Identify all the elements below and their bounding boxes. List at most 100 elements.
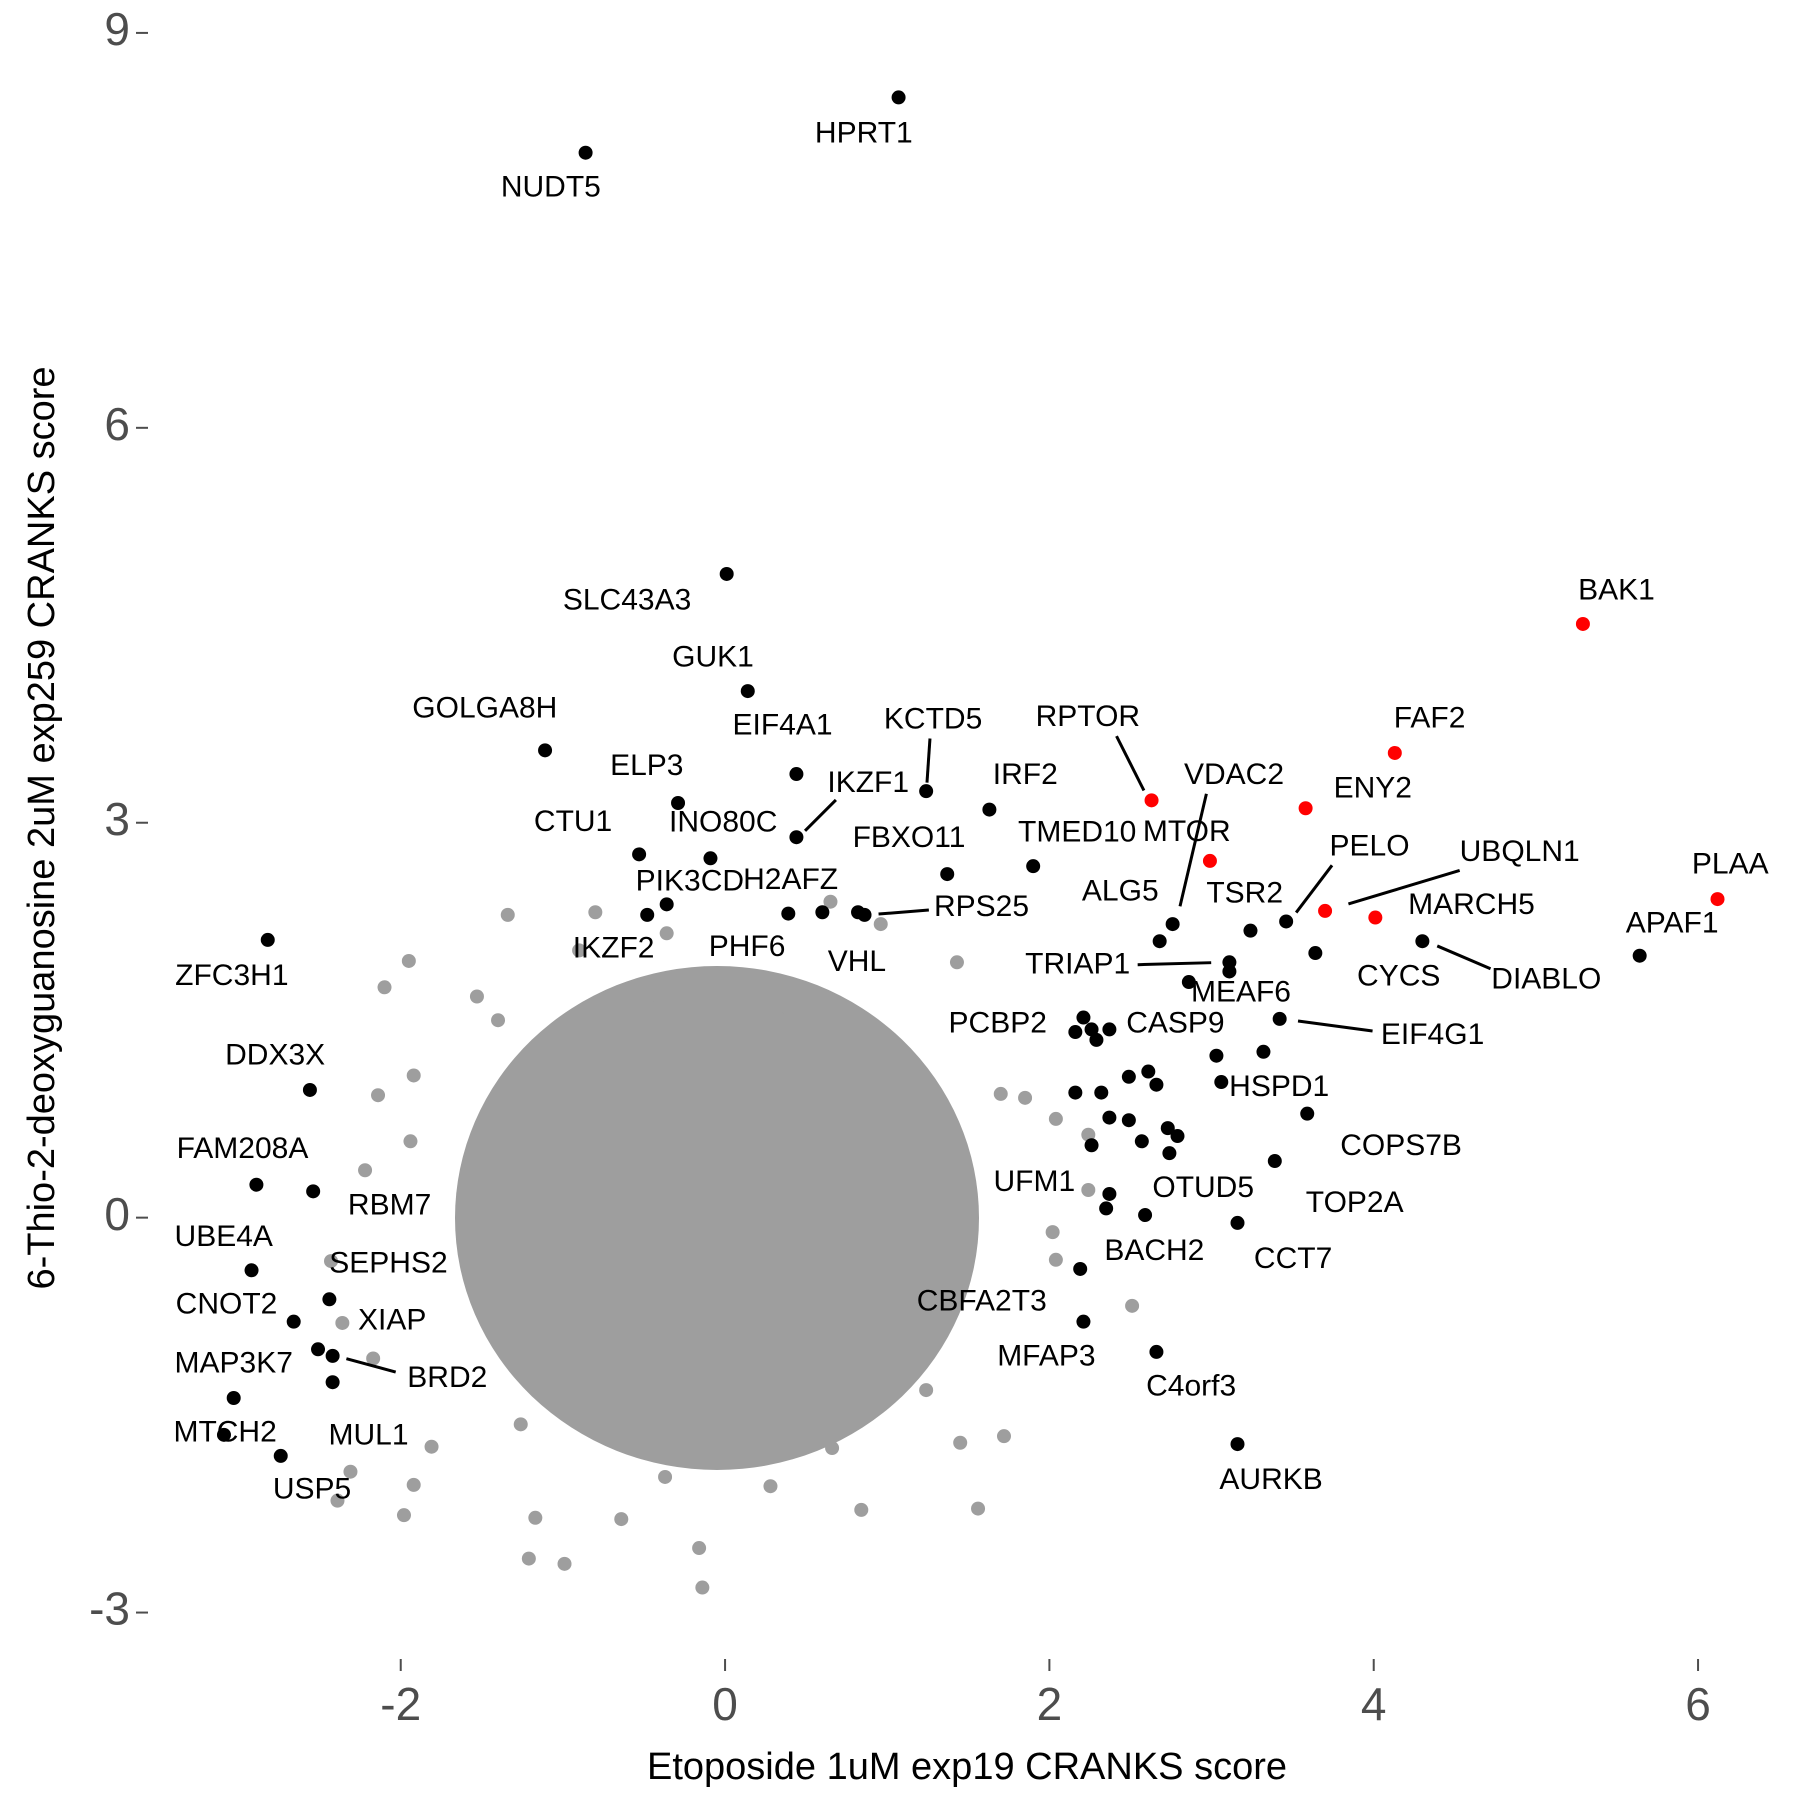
point-label: DDX3X bbox=[225, 1038, 325, 1071]
point bbox=[658, 1469, 673, 1484]
point-label: GOLGA8H bbox=[412, 692, 557, 725]
point-label: MTOR bbox=[1143, 815, 1231, 848]
point bbox=[953, 1435, 968, 1450]
point-label: MEAF6 bbox=[1191, 976, 1291, 1009]
point-label: IRF2 bbox=[993, 758, 1058, 791]
y-tick-label: 6 bbox=[104, 398, 130, 450]
point bbox=[1121, 1113, 1136, 1128]
point-label: C4orf3 bbox=[1146, 1370, 1236, 1403]
point-label: ZFC3H1 bbox=[175, 959, 288, 992]
point bbox=[528, 1510, 543, 1525]
point-label: UBE4A bbox=[175, 1220, 273, 1253]
point-label: FBXO11 bbox=[853, 821, 966, 854]
point-label: RPS25 bbox=[934, 890, 1029, 923]
point bbox=[424, 1439, 439, 1454]
point-label: UFM1 bbox=[994, 1165, 1076, 1198]
leader-line bbox=[1436, 944, 1492, 971]
x-tick-label: -2 bbox=[380, 1678, 421, 1730]
point bbox=[919, 1383, 934, 1398]
point bbox=[325, 1348, 340, 1363]
point bbox=[1165, 917, 1180, 932]
point bbox=[1300, 1106, 1315, 1121]
point bbox=[781, 906, 796, 921]
point bbox=[1575, 616, 1590, 631]
point-label: ELP3 bbox=[610, 749, 683, 782]
point-label: XIAP bbox=[358, 1303, 426, 1336]
x-axis-title: Etoposide 1uM exp19 CRANKS score bbox=[647, 1746, 1287, 1788]
leader-line bbox=[1297, 1019, 1373, 1033]
point bbox=[1084, 1138, 1099, 1153]
point-label: GUK1 bbox=[672, 641, 754, 674]
point bbox=[825, 1441, 840, 1456]
point bbox=[854, 1502, 869, 1517]
point bbox=[1076, 1314, 1091, 1329]
point-label: RBM7 bbox=[348, 1188, 431, 1221]
point bbox=[1073, 1261, 1088, 1276]
point bbox=[614, 1512, 629, 1527]
point-label: CBFA2T3 bbox=[917, 1284, 1047, 1317]
point bbox=[949, 955, 964, 970]
point-label: IKZF2 bbox=[573, 932, 655, 965]
point bbox=[789, 830, 804, 845]
point bbox=[1230, 1437, 1245, 1452]
y-tick-label: 9 bbox=[104, 3, 130, 55]
point-label: BRD2 bbox=[407, 1361, 487, 1394]
point-label: BAK1 bbox=[1578, 573, 1655, 606]
point-label: H2AFZ bbox=[743, 863, 838, 896]
point bbox=[1141, 1064, 1156, 1079]
point bbox=[659, 926, 674, 941]
point bbox=[406, 1068, 421, 1083]
leader-line bbox=[925, 738, 932, 783]
point bbox=[719, 566, 734, 581]
point bbox=[1018, 1090, 1033, 1105]
point-label: CTU1 bbox=[534, 805, 612, 838]
point-label: CNOT2 bbox=[176, 1287, 278, 1320]
point-label: VDAC2 bbox=[1184, 758, 1284, 791]
point bbox=[1415, 934, 1430, 949]
point-label: VHL bbox=[828, 945, 886, 978]
point bbox=[789, 767, 804, 782]
point bbox=[588, 905, 603, 920]
point bbox=[940, 867, 955, 882]
point-label: COPS7B bbox=[1340, 1129, 1462, 1162]
x-tick-label: 6 bbox=[1685, 1678, 1711, 1730]
point-label: TOP2A bbox=[1306, 1186, 1404, 1219]
y-tick-label: 0 bbox=[104, 1188, 130, 1240]
x-tick-label: 0 bbox=[712, 1678, 738, 1730]
y-axis-title: 6-Thio-2-deoxyguanosine 2uM exp259 CRANK… bbox=[21, 366, 63, 1289]
point bbox=[521, 1551, 536, 1566]
point bbox=[1099, 1201, 1114, 1216]
point bbox=[1081, 1127, 1096, 1142]
point bbox=[1102, 1110, 1117, 1125]
point bbox=[500, 907, 515, 922]
point bbox=[1125, 1298, 1140, 1313]
point bbox=[1368, 910, 1383, 925]
point bbox=[1089, 1032, 1104, 1047]
point bbox=[640, 907, 655, 922]
point bbox=[781, 1001, 796, 1016]
point bbox=[538, 743, 553, 758]
point bbox=[260, 932, 275, 947]
point bbox=[857, 907, 872, 922]
point-label: PELO bbox=[1330, 829, 1410, 862]
point bbox=[322, 1292, 337, 1307]
point-label: UBQLN1 bbox=[1460, 835, 1580, 868]
leader-line bbox=[803, 798, 837, 832]
point bbox=[1102, 1022, 1117, 1037]
point bbox=[1048, 1111, 1063, 1126]
point bbox=[325, 1375, 340, 1390]
point bbox=[306, 1184, 321, 1199]
point-label: EIF4G1 bbox=[1381, 1018, 1484, 1051]
point bbox=[993, 1086, 1008, 1101]
point-cloud bbox=[455, 966, 979, 1470]
point bbox=[1134, 1134, 1149, 1149]
point bbox=[1026, 859, 1041, 874]
point bbox=[1144, 793, 1159, 808]
point bbox=[641, 989, 656, 1004]
point-label: TMED10 bbox=[1018, 816, 1136, 849]
point bbox=[1298, 801, 1313, 816]
point-label: TSR2 bbox=[1206, 877, 1283, 910]
point-label: SLC43A3 bbox=[563, 584, 691, 617]
point bbox=[1121, 1069, 1136, 1084]
point bbox=[244, 1263, 259, 1278]
